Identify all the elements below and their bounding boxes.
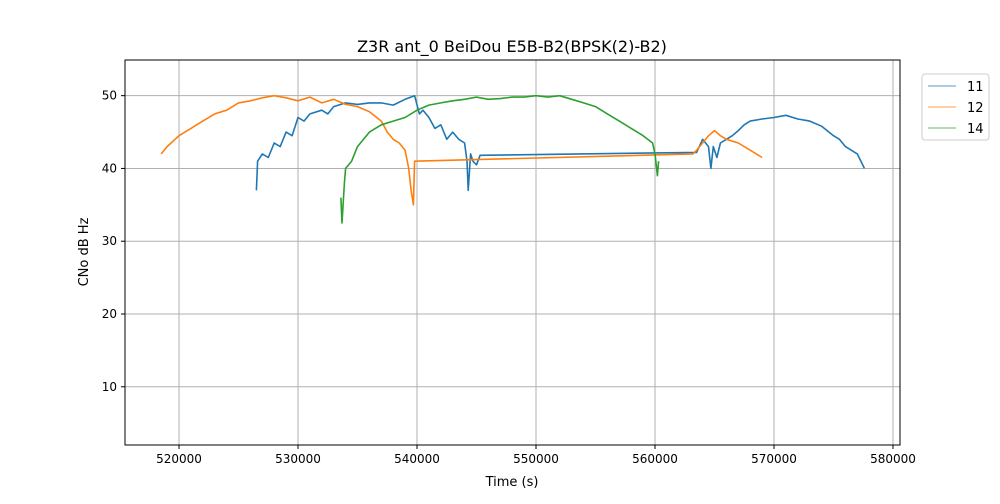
x-tick-label: 520000	[156, 452, 202, 466]
y-tick-label: 10	[102, 380, 117, 394]
x-tick-label: 530000	[275, 452, 321, 466]
legend: 11 12 14	[921, 73, 990, 141]
x-tick-label: 550000	[513, 452, 559, 466]
series-line-12	[160, 94, 763, 206]
chart-title: Z3R ant_0 BeiDou E5B-B2(BPSK(2)-B2)	[357, 37, 667, 57]
legend-label-12: 12	[967, 101, 984, 116]
series-lines	[160, 94, 866, 224]
x-axis-label: Time (s)	[485, 475, 539, 490]
plot-frame	[124, 59, 901, 446]
y-tick-label: 40	[102, 161, 117, 175]
legend-label-11: 11	[967, 80, 984, 95]
series-line-11	[255, 94, 866, 192]
legend-label-14: 14	[967, 122, 984, 137]
x-tick-label: 540000	[394, 452, 440, 466]
x-tick-label: 570000	[751, 452, 797, 466]
y-tick-label: 50	[102, 89, 117, 103]
x-tick-label: 560000	[632, 452, 678, 466]
y-tick-label: 30	[102, 234, 117, 248]
y-axis-label: CNo dB Hz	[77, 217, 92, 286]
y-tick-label: 20	[102, 307, 117, 321]
series-line-14	[340, 94, 660, 224]
grid	[125, 60, 900, 445]
ticks: 520000 530000 540000 550000 560000 570000 5800…	[102, 89, 916, 466]
x-tick-label: 580000	[870, 452, 916, 466]
